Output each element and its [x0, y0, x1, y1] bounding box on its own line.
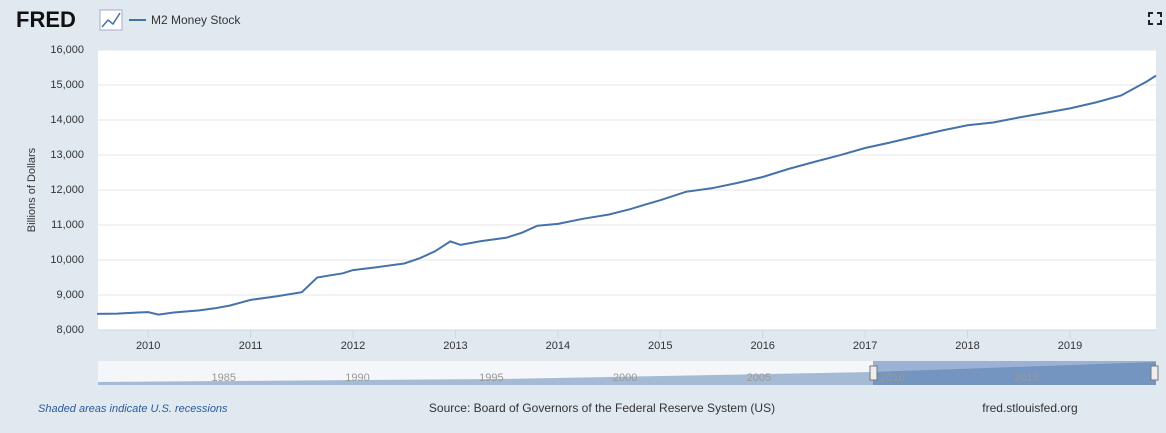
- navigator-tick-label: 2015: [1014, 372, 1038, 384]
- navigator-tick-label: 2000: [613, 372, 637, 384]
- x-tick-label: 2011: [239, 340, 263, 352]
- x-tick-label: 2017: [853, 340, 877, 352]
- y-tick-label: 12,000: [50, 184, 84, 196]
- y-tick-label: 13,000: [50, 149, 84, 161]
- fred-logo[interactable]: FRED: [16, 7, 76, 32]
- y-tick-label: 8,000: [56, 324, 84, 336]
- navigator-tick-label: 1985: [212, 372, 236, 384]
- navigator-series: [98, 362, 1156, 385]
- navigator-handle[interactable]: [869, 365, 878, 381]
- x-tick-label: 2013: [443, 340, 467, 352]
- x-tick-label: 2010: [136, 340, 160, 352]
- x-tick-label: 2016: [750, 340, 774, 352]
- x-tick-label: 2015: [648, 340, 672, 352]
- fullscreen-icon[interactable]: [1148, 12, 1162, 25]
- x-tick-label: 2019: [1058, 340, 1082, 352]
- y-axis-label: Billions of Dollars: [26, 147, 38, 232]
- navigator-tick-label: 2010: [880, 372, 904, 384]
- series-line: [96, 74, 1157, 316]
- y-tick-label: 9,000: [56, 289, 84, 301]
- source: Source: Board of Governors of the Federa…: [429, 401, 775, 415]
- recession-note: Shaded areas indicate U.S. recessions: [38, 403, 228, 415]
- y-tick-label: 15,000: [50, 79, 84, 91]
- x-tick-label: 2018: [955, 340, 979, 352]
- y-tick-label: 10,000: [50, 254, 84, 266]
- legend-label: M2 Money Stock: [151, 13, 241, 27]
- y-tick-label: 16,000: [50, 44, 84, 56]
- navigator-tick-label: 1990: [345, 372, 369, 384]
- y-tick-label: 11,000: [51, 219, 84, 231]
- site-link[interactable]: fred.stlouisfed.org: [982, 401, 1077, 415]
- logo-icon: [99, 9, 123, 31]
- x-tick-label: 2014: [546, 340, 570, 352]
- navigator-handle[interactable]: [1150, 365, 1159, 381]
- navigator-tick-label: 1995: [479, 372, 503, 384]
- navigator-tick-label: 2005: [747, 372, 771, 384]
- x-tick-label: 2012: [341, 340, 365, 352]
- navigator-selection[interactable]: [873, 361, 1156, 385]
- y-tick-label: 14,000: [50, 114, 84, 126]
